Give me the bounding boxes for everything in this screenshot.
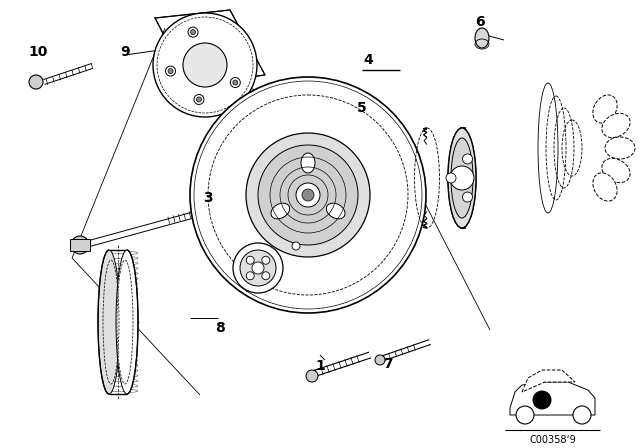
Ellipse shape	[451, 138, 473, 218]
Circle shape	[516, 406, 534, 424]
Circle shape	[196, 97, 202, 102]
Ellipse shape	[605, 137, 635, 159]
Ellipse shape	[271, 203, 290, 219]
Circle shape	[375, 355, 385, 365]
Circle shape	[233, 80, 238, 85]
Circle shape	[190, 77, 426, 313]
Circle shape	[306, 370, 318, 382]
Circle shape	[252, 262, 264, 274]
Circle shape	[296, 183, 320, 207]
Ellipse shape	[602, 113, 630, 138]
Text: 4: 4	[363, 53, 373, 67]
Circle shape	[450, 166, 474, 190]
Circle shape	[463, 154, 472, 164]
Circle shape	[302, 189, 314, 201]
Circle shape	[463, 192, 472, 202]
FancyBboxPatch shape	[70, 239, 90, 251]
Ellipse shape	[593, 173, 617, 201]
Circle shape	[240, 250, 276, 286]
Circle shape	[246, 133, 370, 257]
Ellipse shape	[448, 128, 476, 228]
Ellipse shape	[116, 250, 138, 394]
Text: C00358‘9: C00358‘9	[530, 435, 577, 445]
Text: 5: 5	[357, 101, 367, 115]
Circle shape	[233, 243, 283, 293]
Text: 3: 3	[203, 191, 213, 205]
Ellipse shape	[301, 153, 315, 173]
Text: 10: 10	[28, 45, 48, 59]
Circle shape	[29, 75, 43, 89]
Polygon shape	[510, 382, 595, 415]
Circle shape	[446, 173, 456, 183]
Circle shape	[246, 256, 254, 264]
Circle shape	[71, 236, 89, 254]
Circle shape	[246, 272, 254, 280]
Text: 7: 7	[383, 357, 393, 371]
Circle shape	[230, 78, 240, 87]
Text: 1: 1	[315, 359, 325, 373]
Circle shape	[573, 406, 591, 424]
Circle shape	[262, 256, 270, 264]
Circle shape	[262, 272, 270, 280]
Text: 6: 6	[475, 15, 485, 29]
Circle shape	[533, 391, 551, 409]
Text: 9: 9	[120, 45, 130, 59]
Circle shape	[191, 30, 196, 34]
Text: 8: 8	[215, 321, 225, 335]
Ellipse shape	[326, 203, 345, 219]
Ellipse shape	[602, 159, 630, 183]
Ellipse shape	[98, 250, 120, 394]
Circle shape	[194, 95, 204, 104]
Circle shape	[183, 43, 227, 87]
Circle shape	[168, 69, 173, 73]
Ellipse shape	[593, 95, 617, 123]
Circle shape	[258, 145, 358, 245]
Circle shape	[166, 66, 175, 76]
Circle shape	[153, 13, 257, 117]
Polygon shape	[155, 10, 265, 85]
Circle shape	[292, 242, 300, 250]
Text: 2: 2	[245, 281, 255, 295]
Polygon shape	[522, 370, 575, 392]
Ellipse shape	[448, 128, 476, 228]
Ellipse shape	[475, 28, 489, 48]
Circle shape	[188, 27, 198, 37]
